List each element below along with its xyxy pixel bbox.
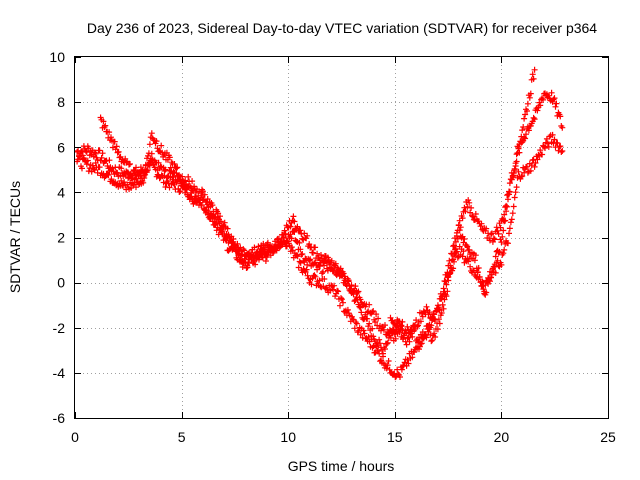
data-series-track-c <box>97 114 385 365</box>
plot-frame <box>74 56 609 419</box>
y-axis-label: SDTVAR / TECUs <box>7 181 23 293</box>
y-tick-label: 10 <box>49 49 65 65</box>
grid-lines <box>75 57 608 418</box>
data-series-track-e <box>387 89 566 348</box>
axis-ticks <box>75 57 609 419</box>
y-tick-labels: -6 -4 -2 0 2 4 6 8 10 <box>49 49 65 426</box>
x-tick-label: 10 <box>280 429 296 445</box>
x-axis-label: GPS time / hours <box>288 458 395 474</box>
x-tick-label: 20 <box>494 429 510 445</box>
x-tick-label: 5 <box>178 429 186 445</box>
y-tick-label: 4 <box>57 184 65 200</box>
y-tick-label: 2 <box>57 230 65 246</box>
y-tick-label: 6 <box>57 139 65 155</box>
chart-title: Day 236 of 2023, Sidereal Day-to-day VTE… <box>87 20 597 36</box>
y-tick-label: -6 <box>53 410 66 426</box>
x-tick-label: 25 <box>600 429 616 445</box>
y-tick-label: -2 <box>53 320 66 336</box>
y-tick-label: -4 <box>53 365 66 381</box>
x-tick-label: 15 <box>387 429 403 445</box>
x-tick-labels: 0 5 10 15 20 25 <box>71 429 616 445</box>
y-tick-label: 8 <box>57 94 65 110</box>
y-tick-label: 0 <box>57 275 65 291</box>
data-series-track-f <box>413 131 566 346</box>
data-points <box>74 66 566 381</box>
x-tick-label: 0 <box>71 429 79 445</box>
